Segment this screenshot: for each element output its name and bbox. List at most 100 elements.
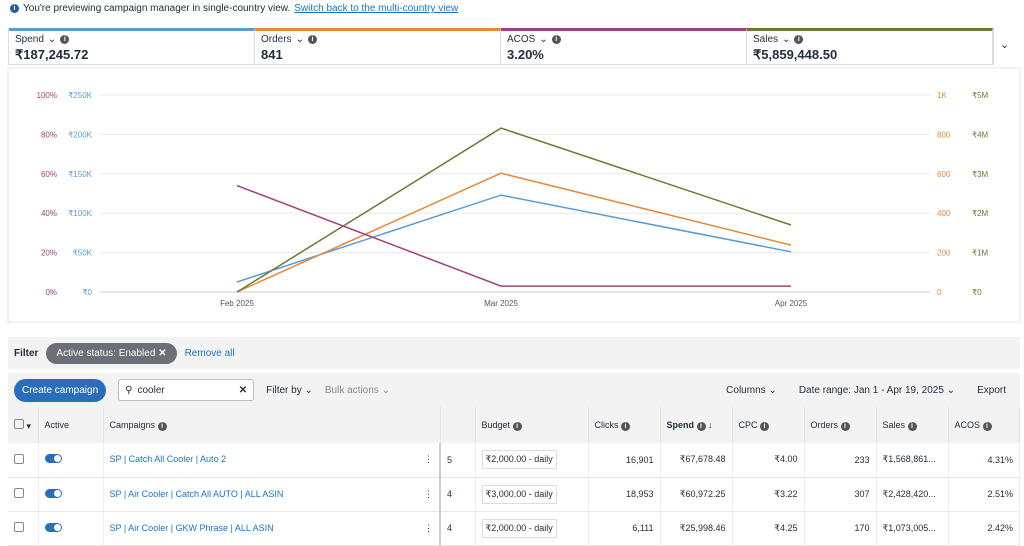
partial-cell: 5 [439, 443, 476, 478]
remove-all-link[interactable]: Remove all [184, 347, 235, 359]
header-spend[interactable]: Spend i ↓ [660, 407, 733, 443]
header-acos[interactable]: ACOS i [948, 407, 1020, 443]
header-sales[interactable]: Sales i [876, 407, 949, 443]
metric-label: Orders [261, 34, 292, 45]
more-options-icon[interactable]: ⋮ [424, 454, 433, 465]
budget-input[interactable]: ₹3,000.00 - daily [481, 484, 557, 504]
budget-input[interactable]: ₹2,000.00 - daily [481, 518, 557, 538]
chevron-down-icon[interactable]: ⌄ [47, 34, 57, 45]
info-icon[interactable]: i [621, 421, 631, 431]
orders-tick-label: 1K [937, 91, 947, 100]
header-budget[interactable]: Budget i [475, 407, 589, 443]
filter-label: Filter [14, 347, 39, 359]
spend-cell: ₹25,998.46 [660, 511, 733, 546]
info-icon[interactable]: i [60, 35, 70, 44]
sales-cell: ₹1,568,861... [876, 443, 949, 478]
metric-value: 3.20% [507, 47, 544, 62]
info-icon[interactable]: i [551, 35, 561, 44]
header-campaigns[interactable]: Campaigns i [103, 407, 441, 443]
metric-value: 841 [261, 47, 283, 62]
header-label: Budget [481, 419, 511, 430]
search-input[interactable]: ⚲ cooler ✕ [118, 379, 255, 401]
metric-label: Sales [753, 34, 779, 45]
header-label: CPC [738, 419, 758, 430]
bulk-actions-dropdown[interactable]: Bulk actions ⌄ [324, 384, 390, 396]
select-all-header[interactable]: ▾ [8, 407, 39, 443]
acos-tick-label: 80% [41, 130, 57, 139]
row-checkbox[interactable] [14, 488, 24, 498]
filter-chip-label: Active status: Enabled [56, 347, 156, 359]
chevron-down-icon[interactable]: ⌄ [782, 34, 791, 45]
campaign-link[interactable]: SP | Air Cooler | Catch All AUTO | ALL A… [109, 488, 284, 499]
expand-metrics-chevron-icon[interactable]: ⌄ [1000, 39, 1010, 51]
metric-orders[interactable]: Orders ⌄ i 841 [255, 28, 501, 64]
header-cpc[interactable]: CPC i [732, 407, 805, 443]
metric-value: ₹187,245.72 [15, 47, 89, 62]
spend-cell: ₹60,972.25 [660, 477, 733, 512]
export-button[interactable]: Export [977, 384, 1006, 396]
sales-tick-label: ₹1M [972, 249, 989, 258]
preview-banner: i You're previewing campaign manager in … [0, 0, 1024, 17]
campaign-link[interactable]: SP | Air Cooler | GKW Phrase | ALL ASIN [109, 522, 274, 533]
row-checkbox[interactable] [14, 453, 24, 464]
header-orders[interactable]: Orders i [804, 407, 877, 443]
header-label: Orders [810, 419, 839, 430]
info-icon[interactable]: i [982, 421, 992, 431]
campaign-link[interactable]: SP | Catch All Cooler | Auto 2 [109, 454, 227, 465]
chevron-down-icon[interactable]: ⌄ [539, 34, 548, 45]
sales-tick-label: ₹2M [972, 209, 989, 218]
info-icon[interactable]: i [760, 421, 770, 431]
metric-spend[interactable]: Spend ⌄ i ₹187,245.72 [9, 28, 255, 64]
header-label: Campaigns [109, 419, 156, 430]
date-range-dropdown[interactable]: Date range: Jan 1 - Apr 19, 2025 ⌄ [798, 384, 956, 396]
cpc-cell: ₹3.22 [732, 477, 805, 512]
budget-input[interactable]: ₹2,000.00 - daily [481, 450, 557, 470]
columns-label: Columns [726, 384, 766, 396]
clicks-cell: 16,901 [588, 443, 661, 478]
toolbar: Create campaign ⚲ cooler ✕ Filter by ⌄ Bul… [8, 373, 1020, 407]
acos-cell: 2.51% [948, 477, 1020, 512]
orders-tick-label: 200 [937, 249, 951, 258]
x-tick-label: Apr 2025 [775, 299, 808, 308]
header-hidden [440, 407, 476, 443]
clear-search-icon[interactable]: ✕ [238, 384, 248, 396]
cpc-cell: ₹4.25 [732, 511, 805, 546]
header-label: ACOS [954, 419, 981, 430]
header-active[interactable]: Active [38, 407, 104, 443]
cpc-cell: ₹4.00 [732, 443, 805, 478]
metric-sales[interactable]: Sales ⌄ i ₹5,859,448.50 [747, 28, 993, 64]
orders-tick-label: 0 [937, 288, 942, 297]
sales-cell: ₹1,073,005... [876, 511, 949, 546]
metric-label: ACOS [507, 34, 536, 45]
info-icon[interactable]: i [157, 421, 167, 431]
close-icon[interactable]: ✕ [158, 347, 167, 359]
info-icon[interactable]: i [907, 421, 917, 431]
active-toggle[interactable] [44, 522, 62, 532]
filter-chip[interactable]: Active status: Enabled ✕ [46, 342, 177, 364]
sales-cell: ₹2,428,420... [876, 477, 949, 512]
header-label: Clicks [594, 419, 619, 430]
header-clicks[interactable]: Clicks i [588, 407, 661, 443]
sort-desc-icon[interactable]: ↓ [708, 419, 713, 430]
more-options-icon[interactable]: ⋮ [424, 488, 433, 499]
select-all-checkbox[interactable] [14, 418, 24, 429]
info-icon[interactable]: i [794, 35, 804, 44]
header-label: Spend [666, 419, 695, 430]
info-icon: i [10, 4, 19, 13]
more-options-icon[interactable]: ⋮ [424, 522, 433, 533]
row-checkbox[interactable] [14, 522, 24, 532]
info-icon[interactable]: i [840, 421, 850, 431]
chevron-down-icon[interactable]: ⌄ [295, 34, 304, 45]
info-icon[interactable]: i [512, 421, 522, 431]
active-toggle[interactable] [44, 454, 62, 464]
active-toggle[interactable] [44, 488, 62, 498]
spend-tick-label: ₹100K [68, 209, 92, 218]
info-icon[interactable]: i [307, 35, 317, 44]
chart-frame [7, 67, 1021, 323]
switch-view-link[interactable]: Switch back to the multi-country view [294, 3, 459, 14]
columns-dropdown[interactable]: Columns ⌄ [726, 384, 777, 396]
create-campaign-button[interactable]: Create campaign [14, 378, 107, 402]
filter-by-dropdown[interactable]: Filter by ⌄ [266, 384, 313, 396]
info-icon[interactable]: i [696, 421, 706, 431]
metric-acos[interactable]: ACOS ⌄ i 3.20% [501, 28, 747, 64]
